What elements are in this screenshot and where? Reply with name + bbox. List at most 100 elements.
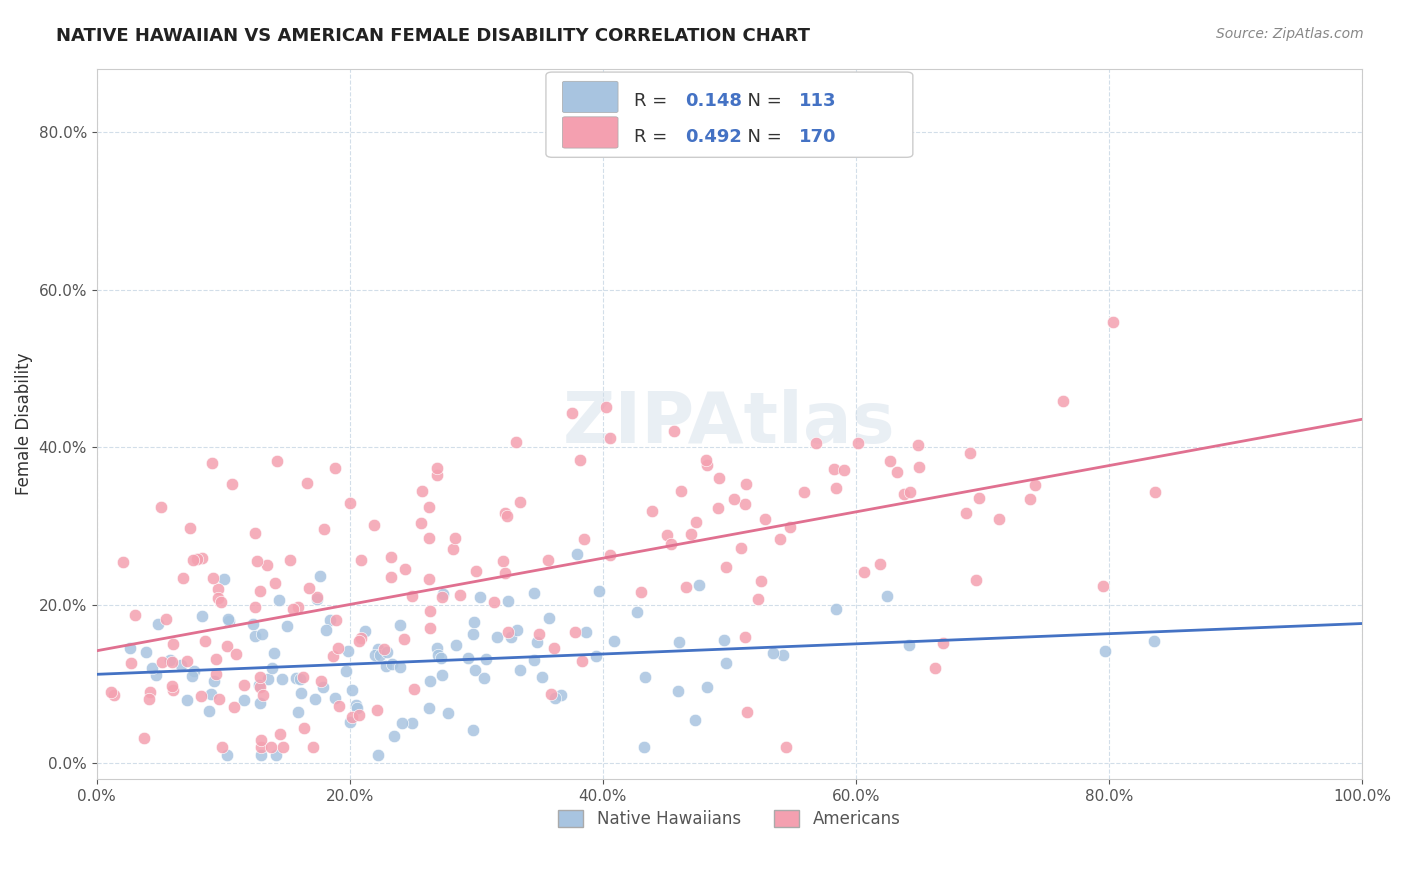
Point (474, 671, 496, 685)
Point (202, 674, 225, 689)
Point (713, 632, 735, 647)
Point (388, 660, 411, 674)
Point (207, 582, 229, 597)
Point (735, 705, 758, 719)
Point (276, 619, 298, 633)
Point (411, 483, 433, 498)
Point (250, 732, 273, 747)
Point (630, 585, 652, 599)
Text: NATIVE HAWAIIAN VS AMERICAN FEMALE DISABILITY CORRELATION CHART: NATIVE HAWAIIAN VS AMERICAN FEMALE DISAB… (56, 27, 810, 45)
Point (269, 727, 291, 741)
Point (186, 551, 208, 566)
Point (683, 714, 706, 728)
Point (441, 541, 464, 556)
Point (599, 548, 621, 562)
Point (243, 629, 266, 643)
Point (170, 658, 193, 673)
Point (145, 667, 167, 681)
Point (988, 511, 1011, 525)
Point (339, 714, 361, 729)
Point (232, 678, 254, 692)
Point (292, 721, 315, 735)
Point (505, 434, 527, 449)
Point (304, 692, 326, 706)
Point (853, 566, 876, 580)
Point (309, 569, 332, 583)
Point (761, 646, 783, 660)
Point (150, 500, 173, 515)
Point (793, 484, 815, 499)
Point (266, 454, 288, 468)
Point (354, 624, 377, 638)
Text: N =: N = (735, 128, 787, 145)
Point (250, 627, 273, 641)
Point (470, 590, 492, 604)
Point (401, 589, 423, 603)
Point (380, 569, 402, 583)
Point (190, 689, 212, 703)
Point (339, 495, 361, 509)
Text: R =: R = (634, 92, 673, 111)
Point (706, 501, 728, 516)
Point (418, 532, 440, 546)
Point (367, 748, 389, 763)
Point (217, 639, 239, 653)
Point (382, 729, 405, 743)
Point (876, 589, 898, 603)
Point (363, 518, 385, 533)
Point (340, 682, 363, 697)
Point (217, 612, 239, 626)
Point (426, 461, 449, 475)
Point (208, 692, 231, 706)
Point (1143, 634, 1166, 648)
Point (325, 461, 347, 475)
Point (212, 572, 235, 586)
Text: 0.492: 0.492 (685, 128, 742, 145)
Point (252, 688, 274, 702)
Point (898, 638, 921, 652)
Point (779, 520, 801, 534)
Point (250, 748, 273, 763)
Point (418, 572, 440, 586)
Point (290, 686, 312, 700)
Point (492, 554, 515, 568)
Point (540, 687, 562, 701)
Point (162, 683, 184, 698)
Point (498, 624, 520, 639)
Point (201, 456, 224, 470)
Point (544, 691, 567, 706)
Point (211, 740, 233, 755)
Point (959, 446, 981, 460)
Point (270, 672, 292, 686)
Text: Source: ZipAtlas.com: Source: ZipAtlas.com (1216, 27, 1364, 41)
Point (924, 660, 946, 674)
Point (599, 431, 621, 445)
Point (1091, 579, 1114, 593)
Point (375, 659, 398, 673)
Point (734, 498, 756, 512)
Point (575, 625, 598, 640)
Point (200, 687, 222, 701)
Point (898, 485, 921, 500)
Point (696, 680, 718, 694)
Point (955, 506, 977, 520)
Point (159, 653, 181, 667)
Point (666, 684, 689, 698)
Point (446, 638, 468, 652)
Point (430, 650, 453, 665)
Point (426, 641, 449, 656)
Point (626, 605, 648, 619)
Point (375, 645, 398, 659)
Point (183, 665, 205, 679)
Point (181, 669, 204, 683)
Point (804, 435, 827, 450)
Point (138, 691, 160, 706)
Point (307, 591, 329, 606)
Point (932, 636, 955, 650)
Legend: Native Hawaiians, Americans: Native Hawaiians, Americans (551, 803, 907, 835)
Point (550, 688, 572, 702)
Point (482, 595, 505, 609)
Point (323, 691, 346, 706)
Point (585, 648, 607, 663)
FancyBboxPatch shape (562, 117, 619, 148)
